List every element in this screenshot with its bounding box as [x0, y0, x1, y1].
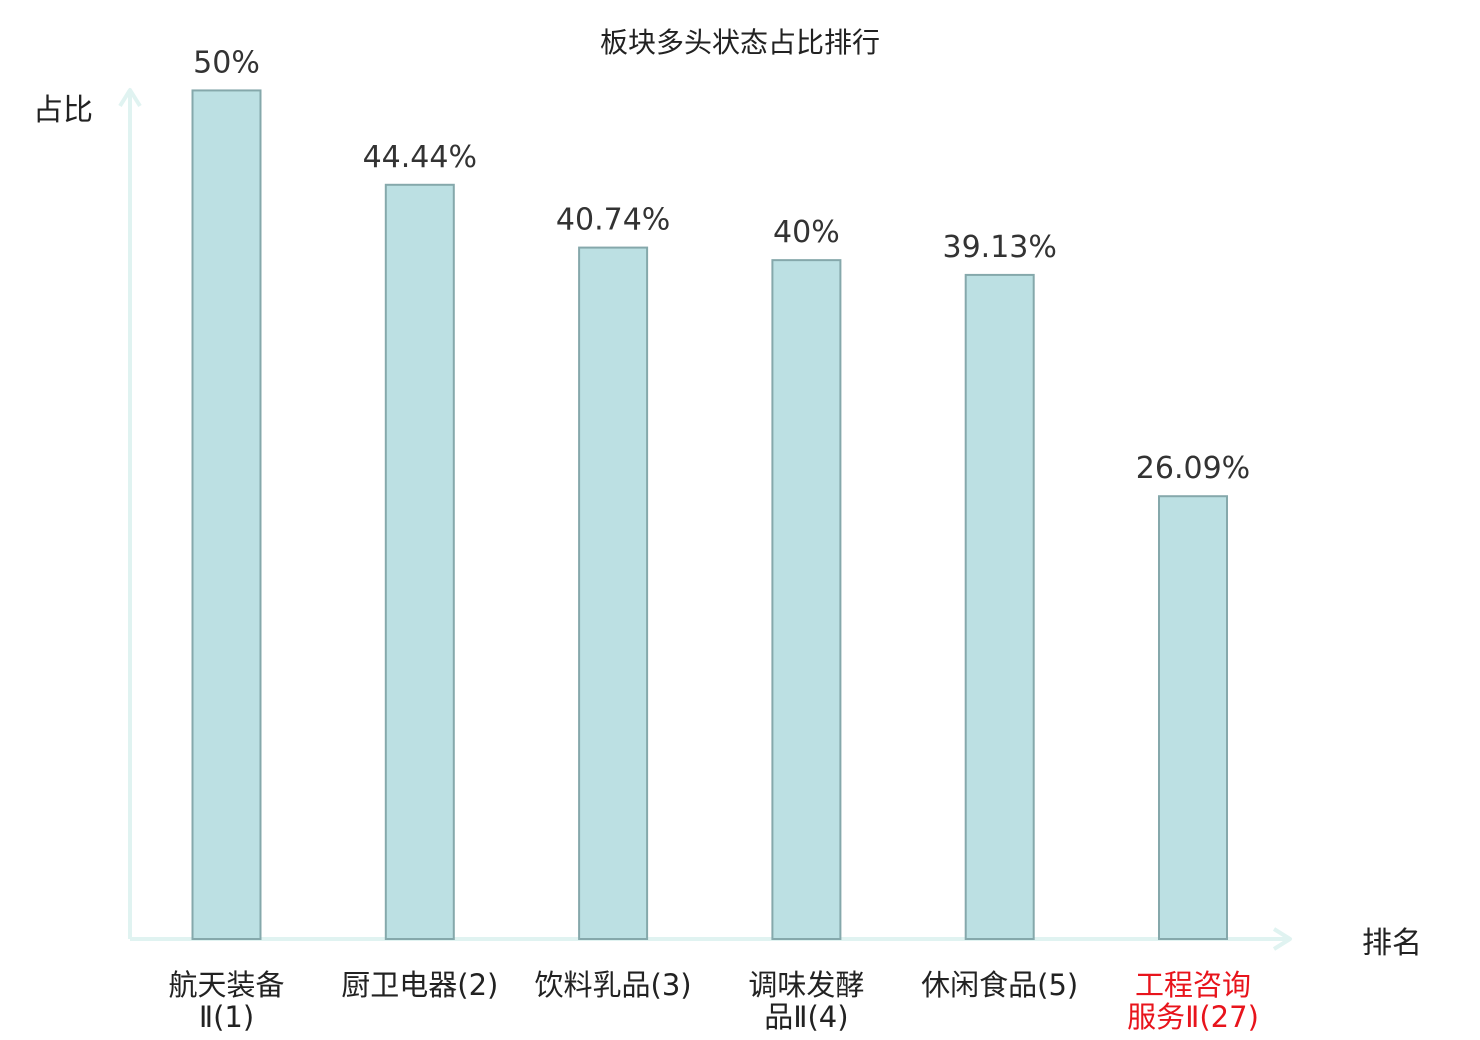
- bar-1: [191, 89, 262, 940]
- bar-3: [578, 246, 649, 941]
- x-tick-label-6-line-2: 服务Ⅱ(27): [1127, 1000, 1259, 1034]
- x-tick-label-1-line-1: 航天装备: [168, 968, 284, 1002]
- data-label-5: 39.13%: [943, 230, 1057, 265]
- x-tick-label-4-line-2: 品Ⅱ(4): [764, 1000, 848, 1034]
- data-label-3: 40.74%: [556, 203, 670, 238]
- data-label-4: 40%: [773, 215, 840, 250]
- data-label-6: 26.09%: [1136, 451, 1250, 486]
- bars-group: [191, 89, 1228, 941]
- bar-2: [384, 183, 455, 940]
- data-label-1: 50%: [193, 45, 260, 80]
- x-tick-label-4-line-1: 调味发酵: [748, 968, 864, 1002]
- axes: [118, 88, 1292, 951]
- chart-title: 板块多头状态占比排行: [600, 26, 880, 59]
- x-tick-label-2: 厨卫电器(2): [341, 968, 498, 1002]
- data-label-2: 44.44%: [363, 140, 477, 175]
- x-tick-label-6-line-1: 工程咨询: [1135, 968, 1251, 1002]
- y-axis-label: 占比: [33, 93, 93, 128]
- x-tick-label-3: 饮料乳品(3): [535, 968, 692, 1002]
- x-axis-label: 排名: [1362, 926, 1422, 961]
- x-tick-label-1-line-2: Ⅱ(1): [199, 1000, 254, 1034]
- bar-6: [1158, 495, 1228, 940]
- value-labels-group: 50% 44.44% 40.74% 40% 39.13% 26.09%: [193, 45, 1250, 486]
- x-tick-label-5: 休闲食品(5): [921, 968, 1078, 1002]
- y-axis-arrow: [118, 88, 142, 108]
- bar-5: [964, 273, 1035, 940]
- bar-4: [771, 259, 842, 940]
- x-axis-arrow: [1272, 927, 1292, 951]
